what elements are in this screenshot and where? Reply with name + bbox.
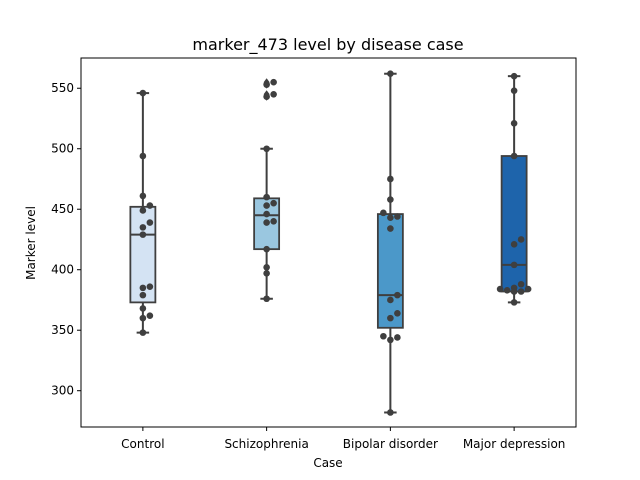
- data-point: [263, 145, 270, 153]
- data-point: [263, 295, 270, 303]
- data-point: [387, 314, 394, 322]
- data-point: [139, 231, 147, 238]
- data-point: [146, 283, 154, 290]
- data-point: [387, 70, 394, 78]
- data-point: [139, 305, 147, 312]
- x-tick-label: Major depression: [463, 437, 566, 451]
- data-point: [270, 218, 277, 225]
- data-point: [510, 299, 518, 306]
- data-point: [394, 309, 401, 317]
- y-axis-label: Marker level: [24, 206, 38, 280]
- x-tick-label: Control: [121, 437, 164, 451]
- data-point: [380, 332, 387, 340]
- data-point: [387, 175, 394, 183]
- box-3: [500, 155, 528, 293]
- x-tick-label: Schizophrenia: [224, 437, 308, 451]
- axes-frame: [80, 57, 577, 428]
- data-point: [387, 409, 394, 416]
- data-point: [139, 284, 147, 292]
- data-point: [387, 336, 394, 344]
- data-point: [510, 261, 518, 269]
- data-point: [510, 87, 518, 94]
- data-point: [510, 241, 518, 248]
- data-point: [517, 236, 525, 243]
- y-tick-label: 400: [51, 263, 74, 277]
- data-point: [139, 329, 147, 336]
- box-2: [376, 213, 404, 329]
- data-point: [270, 90, 277, 98]
- data-point: [146, 202, 154, 209]
- data-point: [394, 291, 401, 299]
- data-point: [394, 213, 401, 220]
- data-point: [139, 314, 147, 322]
- data-point: [387, 196, 394, 203]
- y-tick-label: 550: [51, 81, 74, 95]
- data-point: [496, 285, 504, 293]
- data-point: [270, 199, 277, 207]
- data-point: [263, 270, 270, 277]
- data-point: [270, 78, 277, 86]
- data-point: [146, 219, 154, 226]
- data-point: [263, 245, 270, 253]
- chart-title: marker_473 level by disease case: [192, 35, 463, 55]
- y-tick-label: 500: [51, 142, 74, 156]
- data-point: [139, 224, 147, 231]
- data-point: [139, 291, 147, 299]
- data-point: [510, 72, 518, 80]
- data-point: [139, 207, 147, 214]
- data-point: [139, 192, 147, 200]
- data-point: [510, 120, 518, 127]
- data-point: [517, 288, 525, 295]
- data-point: [503, 286, 511, 294]
- plot-area: 300 350 400 450 500 550 Control Schizophrenia Bi…: [51, 57, 577, 451]
- data-point: [510, 152, 518, 160]
- data-point: [387, 214, 394, 221]
- data-point: [139, 89, 147, 97]
- data-point: [263, 81, 270, 88]
- data-point: [394, 334, 401, 341]
- y-tick-label: 300: [51, 384, 74, 398]
- x-tick-label: Bipolar disorder: [343, 437, 438, 451]
- data-point: [263, 219, 270, 226]
- x-axis-label: Case: [313, 456, 342, 470]
- data-point: [263, 93, 270, 101]
- data-point: [510, 284, 518, 292]
- y-tick-label: 350: [51, 323, 74, 337]
- data-point: [139, 152, 147, 160]
- data-point: [517, 280, 525, 288]
- data-point: [263, 264, 270, 271]
- data-point: [524, 285, 532, 293]
- data-point: [387, 296, 394, 304]
- data-point: [380, 209, 387, 217]
- data-point: [263, 210, 270, 218]
- data-point: [263, 193, 270, 201]
- data-point: [263, 202, 270, 209]
- data-point: [387, 225, 394, 232]
- data-point: [146, 312, 154, 319]
- y-tick-label: 450: [51, 202, 74, 216]
